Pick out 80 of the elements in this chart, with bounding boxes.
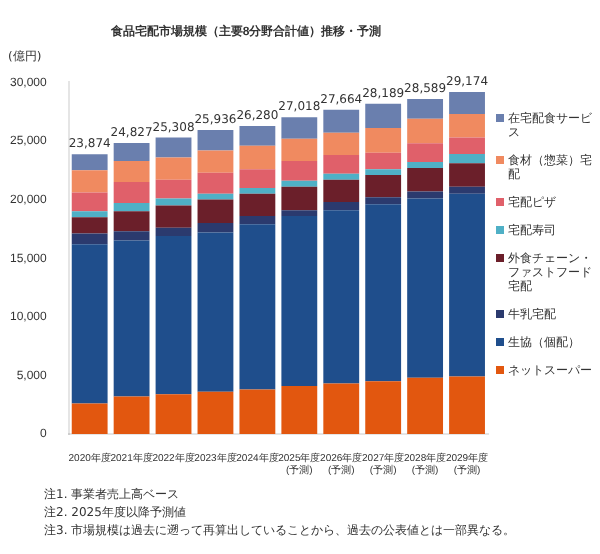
- bar: [113, 396, 150, 434]
- bar: [155, 227, 192, 236]
- bar: [365, 174, 402, 198]
- bar: [239, 193, 276, 217]
- bar: [281, 117, 318, 139]
- bar: [323, 109, 360, 133]
- bar: [71, 192, 108, 212]
- bar: [449, 376, 485, 434]
- bar: [197, 223, 234, 233]
- bar: [407, 377, 444, 434]
- bar: [197, 130, 234, 151]
- bar: [281, 186, 318, 211]
- bar: [449, 186, 485, 194]
- bar: [407, 118, 444, 144]
- bar: [449, 137, 485, 154]
- bar: [323, 383, 360, 434]
- bar: [449, 92, 485, 115]
- bar: [407, 143, 444, 163]
- bar: [239, 169, 276, 188]
- bar: [365, 128, 402, 153]
- bar: [197, 150, 234, 173]
- bar: [197, 232, 234, 392]
- bar: [365, 381, 402, 434]
- bar: [365, 169, 402, 175]
- bar: [365, 152, 402, 170]
- bar: [71, 217, 108, 234]
- bar: [113, 211, 150, 232]
- bar: [407, 162, 444, 168]
- bar: [197, 172, 234, 194]
- bar: [155, 137, 192, 158]
- bar: [449, 153, 485, 164]
- bar: [449, 114, 485, 138]
- bar: [71, 244, 108, 404]
- bar: [449, 193, 485, 377]
- bar: [239, 126, 276, 146]
- bar: [155, 157, 192, 180]
- bar: [281, 138, 318, 161]
- bar: [365, 103, 402, 129]
- bar: [71, 154, 108, 171]
- bar: [113, 203, 150, 212]
- bar: [155, 235, 192, 395]
- bar: [281, 180, 318, 187]
- bar: [197, 193, 234, 200]
- bar: [197, 391, 234, 434]
- bar: [407, 167, 444, 192]
- bar: [281, 385, 318, 434]
- bar: [449, 163, 485, 187]
- bar: [407, 98, 444, 119]
- bar: [323, 173, 360, 180]
- bar: [155, 394, 192, 434]
- bar: [239, 389, 276, 434]
- bar: [323, 179, 360, 202]
- bar: [281, 160, 318, 181]
- bar: [113, 143, 150, 161]
- bar: [71, 233, 108, 245]
- bar: [71, 211, 108, 218]
- bar: [365, 204, 402, 382]
- bar: [323, 132, 360, 156]
- bar: [239, 216, 276, 225]
- bar: [323, 201, 360, 211]
- bar: [239, 224, 276, 390]
- bar: [281, 210, 318, 217]
- bar: [365, 197, 402, 205]
- bar: [155, 179, 192, 199]
- bar: [113, 182, 150, 204]
- bar: [281, 216, 318, 386]
- bar: [323, 155, 360, 174]
- bar: [113, 160, 150, 183]
- bar: [197, 199, 234, 224]
- bar: [407, 198, 444, 378]
- bar: [239, 145, 276, 170]
- bar: [71, 403, 108, 434]
- bar: [113, 231, 150, 241]
- bar: [407, 191, 444, 199]
- bar: [113, 240, 150, 397]
- bar: [71, 170, 108, 193]
- bar: [239, 187, 276, 194]
- bar: [155, 205, 192, 228]
- bar: [323, 210, 360, 384]
- bar: [155, 198, 192, 206]
